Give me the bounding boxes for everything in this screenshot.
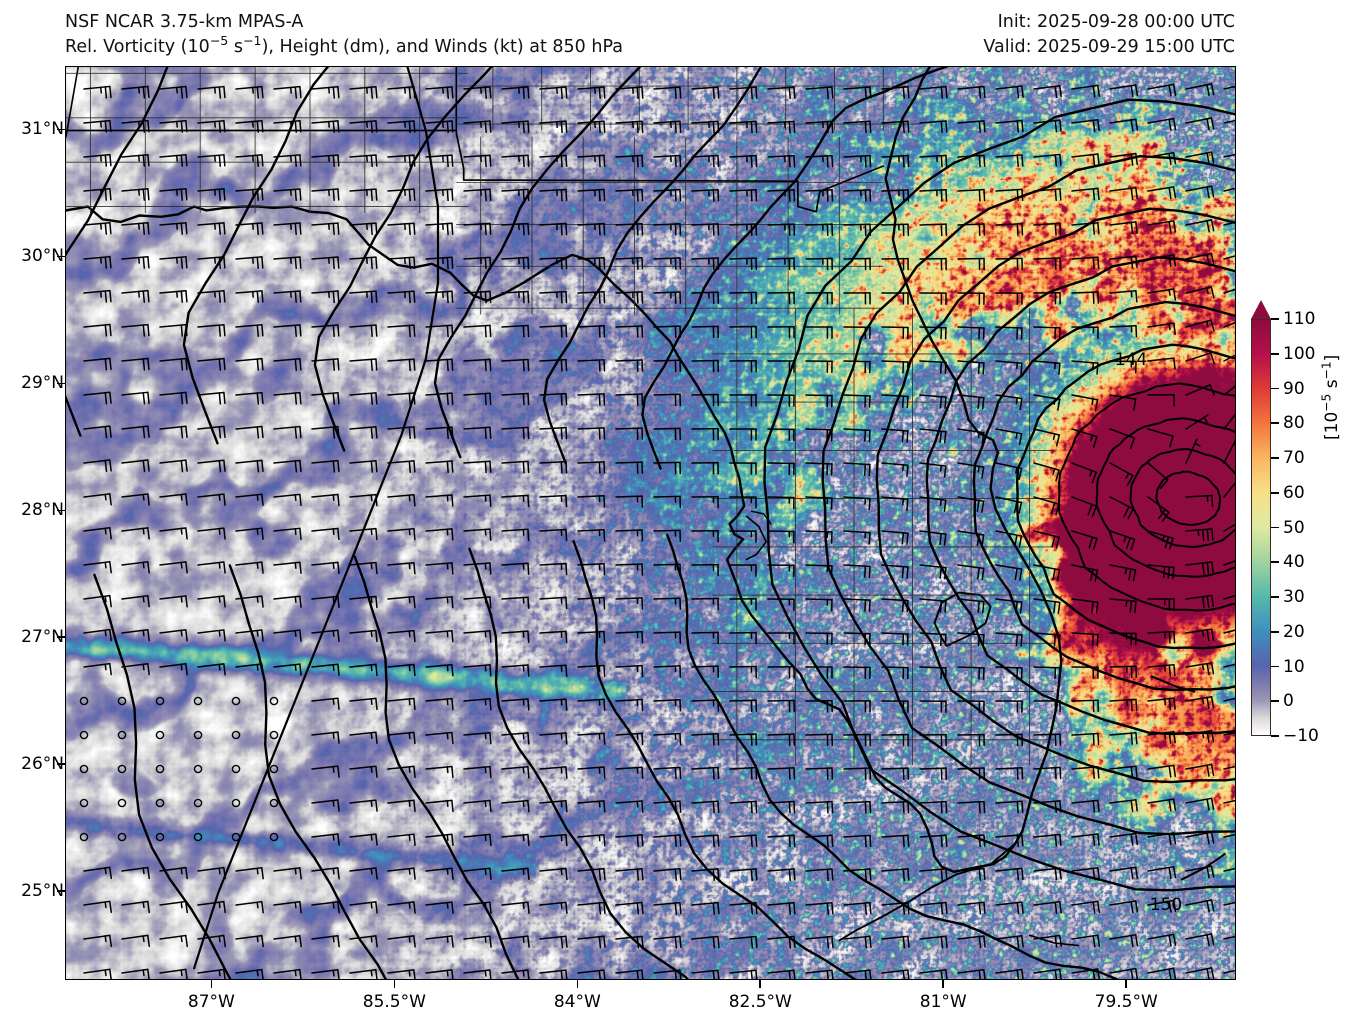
cb-title-pre: [10	[1322, 411, 1342, 440]
x-tick-mark	[210, 980, 213, 988]
colorbar-tick-mark	[1271, 422, 1279, 425]
field-title-post: ), Height (dm), and Winds (kt) at 850 hP…	[261, 37, 623, 57]
wind-barbs	[79, 83, 1235, 979]
x-tick-label: 81°W	[919, 992, 967, 1012]
y-tick-mark	[57, 890, 65, 892]
field-title-exp1: −5	[209, 33, 229, 49]
colorbar-tick-label: 80	[1283, 413, 1305, 434]
colorbar-tick-label: 90	[1283, 378, 1305, 399]
y-tick-label: 26°N	[21, 754, 64, 775]
model-title: NSF NCAR 3.75-km MPAS-A	[65, 12, 304, 32]
y-tick-label: 31°N	[21, 119, 64, 140]
colorbar-tick-mark	[1271, 352, 1279, 355]
colorbar-tick-label: 110	[1283, 309, 1316, 329]
colorbar-tick-label: 100	[1283, 343, 1316, 364]
colorbar-tick-label: 70	[1283, 448, 1305, 468]
county-boundaries	[66, 67, 1054, 766]
colorbar-tick-mark	[1271, 596, 1279, 598]
colorbar-over-arrow	[1251, 300, 1271, 319]
y-tick-mark	[57, 509, 65, 512]
colorbar-tick-mark	[1271, 700, 1279, 703]
colorbar-gradient	[1251, 319, 1271, 736]
x-tick-mark	[1125, 980, 1127, 988]
x-tick-mark	[576, 980, 579, 988]
colorbar-tick-label: −10	[1283, 726, 1319, 746]
colorbar-tick-mark	[1271, 318, 1279, 320]
height-contour-gulf-trough	[193, 67, 440, 970]
y-tick-label: 25°N	[21, 881, 64, 902]
x-tick-label: 84°W	[553, 992, 601, 1012]
y-tick-label: 28°N	[21, 500, 64, 521]
coastline-florida-keys	[838, 842, 1016, 942]
field-title-pre: Rel. Vorticity (10	[65, 37, 210, 57]
vorticity-shading-layer	[66, 67, 1235, 979]
colorbar-tick-mark	[1271, 561, 1279, 564]
coastline-atlantic	[884, 67, 1063, 833]
x-tick-mark	[942, 980, 945, 988]
contour-label: 144	[1115, 350, 1147, 370]
x-tick-label: 85.5°W	[362, 992, 426, 1012]
x-tick-mark	[393, 980, 396, 988]
map-overlay-layer: 150 144	[66, 67, 1235, 979]
colorbar-tick-label: 0	[1283, 691, 1294, 712]
x-tick-label: 82.5°W	[728, 992, 792, 1012]
colorbar: −10 0 10 20 30 40 50 60 70 80 90 100 110	[1251, 300, 1319, 755]
colorbar-tick-label: 40	[1283, 552, 1305, 573]
y-tick-mark	[57, 382, 65, 385]
x-tick-label: 87°W	[187, 992, 235, 1012]
contour-label: 150	[1150, 895, 1182, 915]
bahamas-andros	[1181, 853, 1226, 881]
x-tick-mark	[759, 980, 762, 988]
coastline-gulf	[66, 205, 1024, 873]
colorbar-tick-label: 10	[1283, 656, 1305, 677]
colorbar-tick-mark	[1271, 735, 1279, 737]
figure-title-right: Init: 2025-09-28 00:00 UTC Valid: 2025-0…	[983, 10, 1235, 60]
colorbar-tick-mark	[1271, 491, 1279, 494]
state-border-al-ms	[66, 67, 79, 138]
valid-time-label: Valid: 2025-09-29 15:00 UTC	[983, 37, 1235, 57]
state-border-fl-ga-al	[66, 129, 885, 213]
colorbar-tick-mark	[1271, 387, 1279, 390]
cb-title-mid: s	[1322, 379, 1342, 394]
colorbar-tick-mark	[1271, 630, 1279, 633]
colorbar-tick-label: 60	[1283, 482, 1305, 503]
y-tick-label: 30°N	[21, 246, 64, 267]
field-title-exp2: −1	[243, 33, 262, 49]
height-contours	[66, 67, 1235, 979]
x-tick-label: 79.5°W	[1094, 992, 1158, 1012]
cb-title-post: ]	[1322, 354, 1342, 362]
cb-title-exp1: −5	[1319, 393, 1334, 412]
colorbar-tick-label: 30	[1283, 587, 1305, 607]
y-tick-mark	[57, 128, 65, 131]
colorbar-tick-mark	[1271, 526, 1279, 529]
map-axes: 150 144	[65, 66, 1236, 980]
init-time-label: Init: 2025-09-28 00:00 UTC	[997, 12, 1235, 32]
y-tick-mark	[57, 636, 65, 639]
y-tick-mark	[57, 763, 65, 765]
field-title: Rel. Vorticity (10−5 s−1), Height (dm), …	[65, 33, 623, 60]
colorbar-tick-mark	[1271, 665, 1279, 668]
colorbar-tick-label: 20	[1283, 621, 1305, 642]
colorbar-under-arrow	[1251, 736, 1271, 755]
colorbar-tick-mark	[1271, 457, 1279, 459]
colorbar-title: [10−5 s−1]	[1319, 354, 1342, 440]
colorbar-tick-label: 50	[1283, 517, 1305, 538]
y-tick-label: 27°N	[21, 627, 64, 648]
figure-title-left: NSF NCAR 3.75-km MPAS-A Rel. Vorticity (…	[65, 10, 623, 60]
y-tick-label: 29°N	[21, 373, 64, 394]
field-title-mid: s	[228, 37, 243, 57]
tampa-bay	[745, 515, 768, 561]
cb-title-exp2: −1	[1319, 361, 1334, 380]
y-tick-mark	[57, 255, 65, 258]
